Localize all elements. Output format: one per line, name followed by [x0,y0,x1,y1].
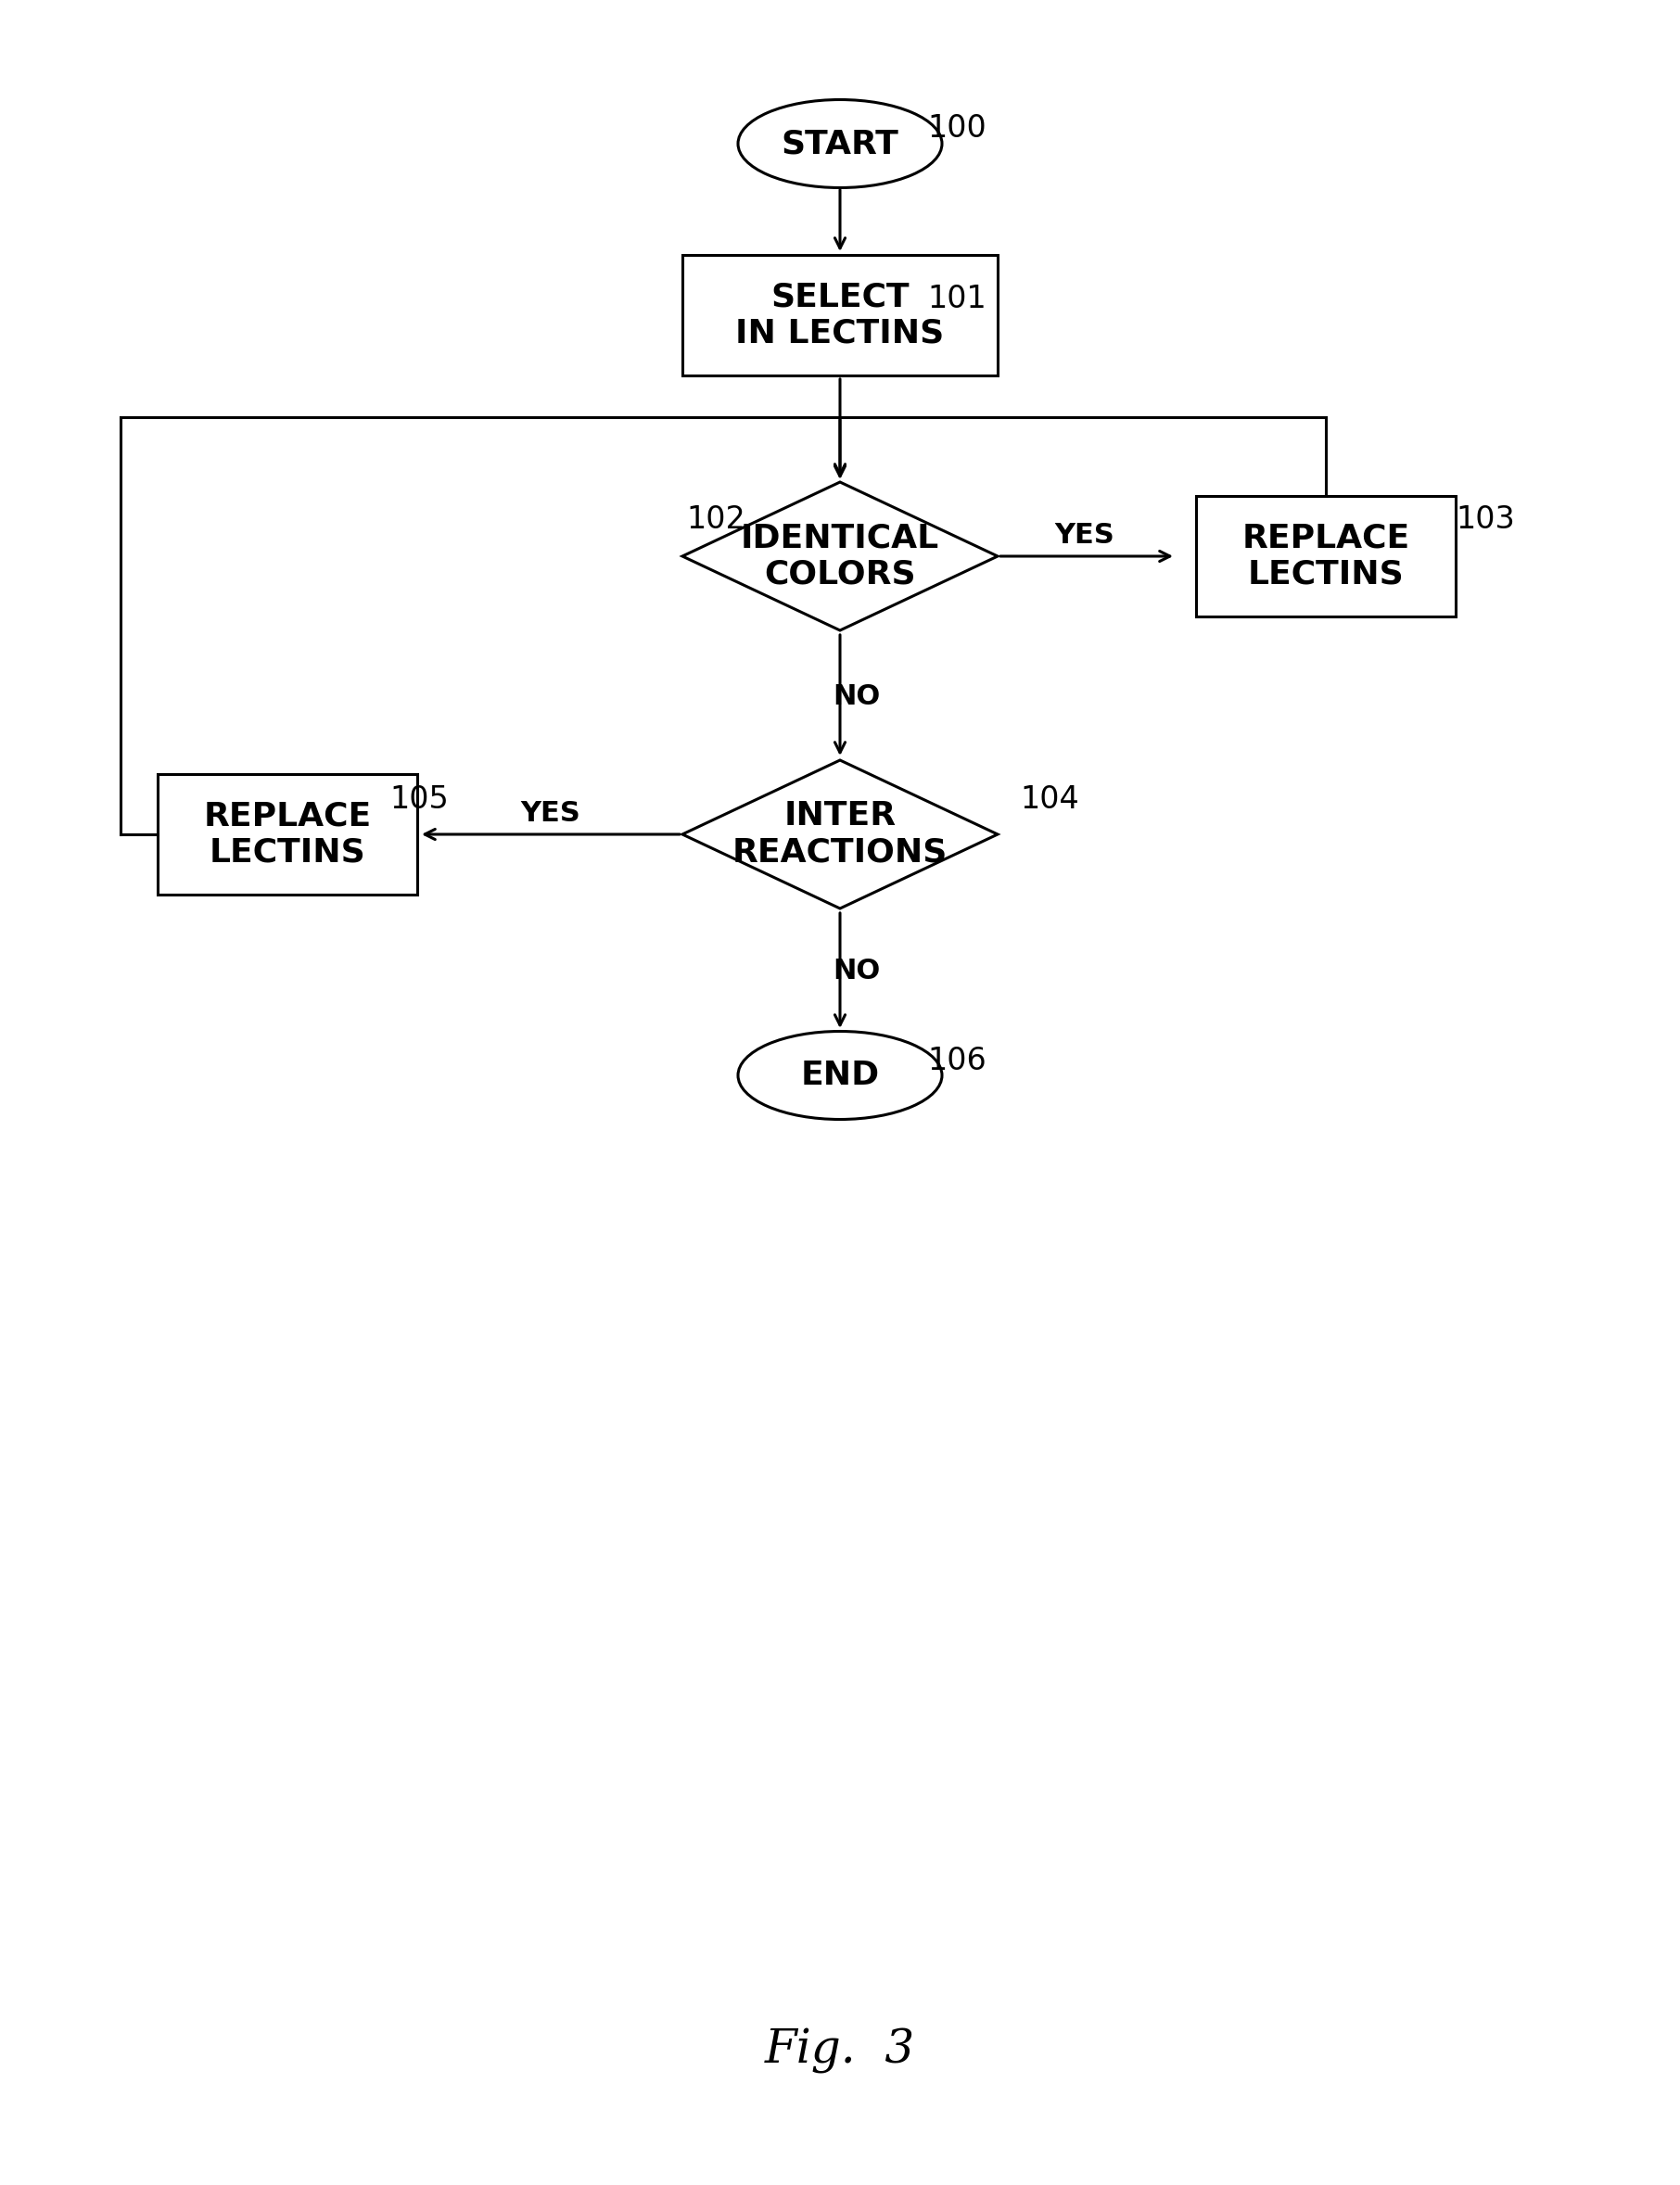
Text: 105: 105 [390,784,449,815]
Text: IDENTICAL
COLORS: IDENTICAL COLORS [741,522,939,590]
Text: NO: NO [833,957,880,985]
Text: INTER
REACTIONS: INTER REACTIONS [732,800,948,867]
Text: SELECT
IN LECTINS: SELECT IN LECTINS [736,282,944,350]
Bar [158,773,417,894]
Text: 102: 102 [685,505,746,535]
Text: REPLACE
LECTINS: REPLACE LECTINS [203,800,371,867]
Text: 101: 101 [927,284,986,315]
Text: 104: 104 [1020,784,1079,815]
Text: END: END [801,1060,879,1090]
Text: YES: YES [1055,522,1116,548]
Text: NO: NO [833,684,880,710]
Text: Fig.  3: Fig. 3 [764,2028,916,2074]
Text: START: START [781,129,899,160]
Text: YES: YES [521,800,581,828]
Text: 103: 103 [1455,505,1515,535]
Bar [1196,496,1455,616]
Bar [682,256,998,376]
Text: REPLACE
LECTINS: REPLACE LECTINS [1242,522,1410,590]
Text: 106: 106 [927,1047,986,1077]
Text: 100: 100 [927,114,986,144]
